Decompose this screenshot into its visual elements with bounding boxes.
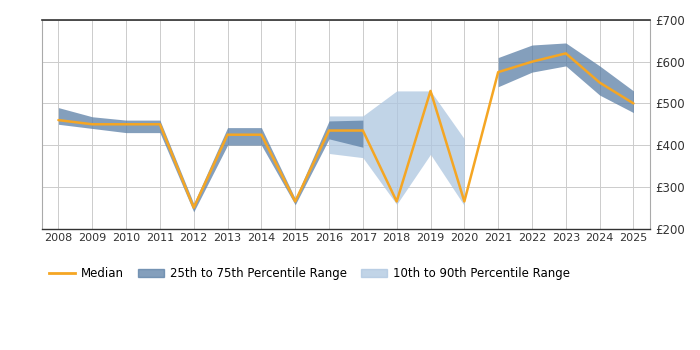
Legend: Median, 25th to 75th Percentile Range, 10th to 90th Percentile Range: Median, 25th to 75th Percentile Range, 1…	[44, 263, 575, 285]
